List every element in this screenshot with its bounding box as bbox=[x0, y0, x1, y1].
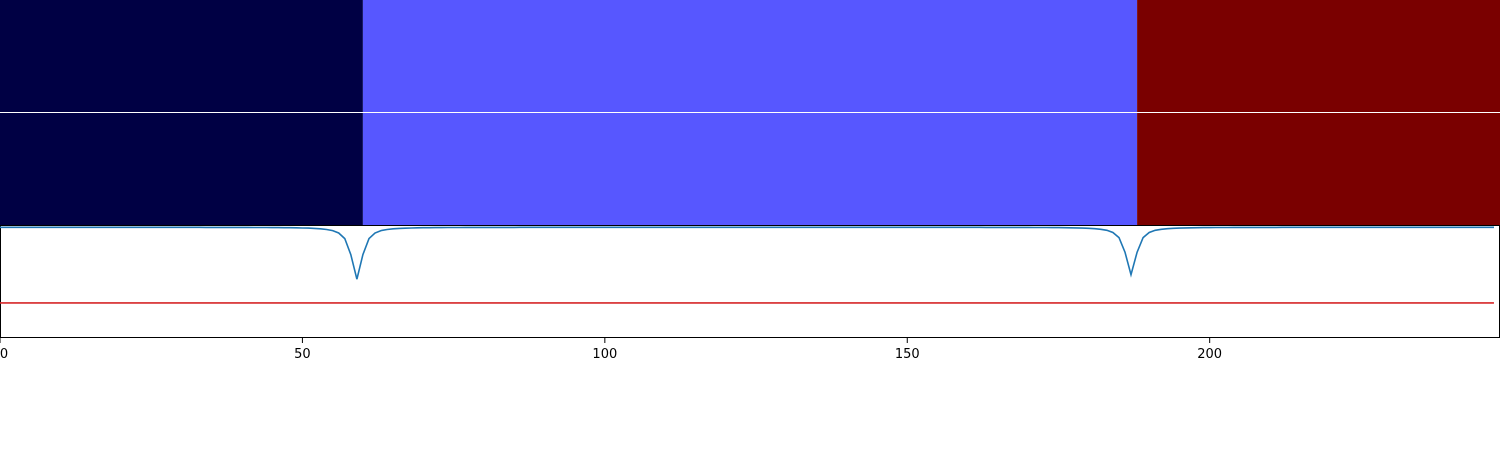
x-tick-label-150: 150 bbox=[895, 347, 920, 362]
x-tick-label-50: 50 bbox=[294, 347, 311, 362]
row-2-segment-3 bbox=[1137, 113, 1500, 225]
row-1-segment-3 bbox=[1137, 0, 1500, 112]
row-2-segment-1 bbox=[0, 113, 363, 225]
segment-rows bbox=[0, 0, 1500, 225]
x-tick-label-0: 0 bbox=[0, 347, 8, 362]
x-axis: 0 50 100 150 200 bbox=[0, 338, 1222, 362]
x-tick-label-100: 100 bbox=[592, 347, 617, 362]
signal-line bbox=[0, 226, 1494, 280]
x-tick-label-200: 200 bbox=[1197, 347, 1222, 362]
row-1-segment-1 bbox=[0, 0, 363, 112]
row-2-segment-2 bbox=[362, 113, 1138, 225]
signal-panel-frame bbox=[0, 225, 1500, 338]
row-1-segment-2 bbox=[362, 0, 1138, 112]
